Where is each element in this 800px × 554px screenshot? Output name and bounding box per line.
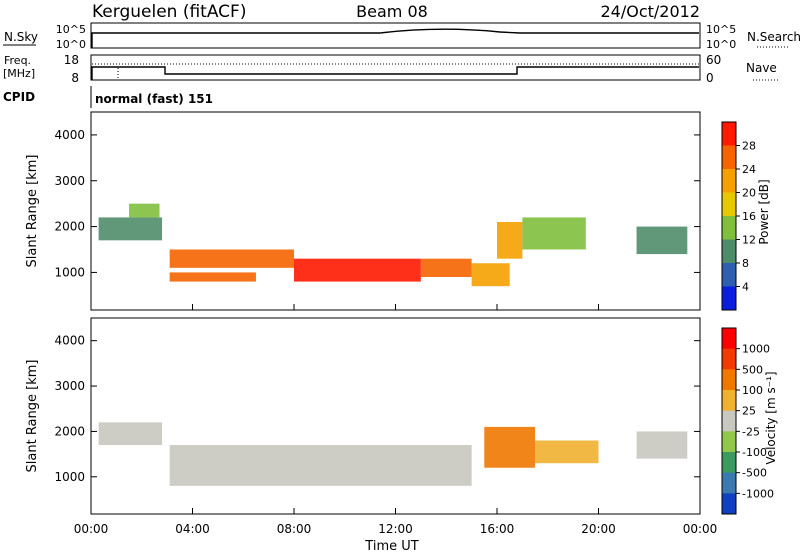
velocity-xtick-label: 20:00 (581, 522, 616, 536)
velocity-ylabel: Slant Range [km] (25, 360, 40, 473)
power-ytick-label: 3000 (54, 174, 85, 188)
power-panel: 1000 2000 3000 4000 Slant Range [km] 4 8 12 16… (25, 111, 771, 311)
velocity-ytick-label: 4000 (54, 334, 85, 348)
power-region (169, 249, 294, 268)
velocity-xtick-label: 12:00 (378, 522, 413, 536)
power-colorbar-swatch (722, 239, 736, 264)
velocity-region (636, 431, 688, 459)
velocity-colorbar-tick: 25 (742, 405, 756, 418)
beam-title: Beam 08 (356, 2, 428, 21)
freq-right-tick-top: 60 (706, 53, 721, 67)
noise-left-tick-bottom: 10^0 (56, 38, 86, 51)
velocity-xlabel: Time UT (364, 539, 418, 554)
power-region (497, 222, 523, 259)
velocity-ytick-label: 3000 (54, 379, 85, 393)
velocity-colorbar-tick: -100 (742, 446, 767, 459)
noise-left-tick-top: 10^5 (56, 23, 86, 36)
velocity-colorbar-swatch (722, 452, 736, 474)
power-colorbar-swatch (722, 263, 736, 287)
velocity-colorbar-swatch (722, 328, 736, 350)
velocity-region (535, 440, 599, 464)
noise-panel: N.Sky 10^5 10^0 10^5 10^0 N.Search (3, 22, 800, 51)
velocity-colorbar-swatch (722, 493, 736, 515)
freq-panel: Freq. [MHz] 18 8 60 0 Nave (3, 53, 780, 85)
velocity-colorbar-tick: -1000 (742, 487, 774, 500)
power-ytick-label: 4000 (54, 128, 85, 142)
power-region (129, 203, 160, 218)
power-ytick-label: 2000 (54, 220, 85, 234)
station-title: Kerguelen (fitACF) (92, 2, 246, 22)
noise-sky-trace (91, 28, 699, 48)
velocity-colorbar-label: Velocity [m s⁻¹] (764, 371, 778, 464)
velocity-colorbar-swatch (722, 348, 736, 370)
power-colorbar-swatch (722, 286, 736, 311)
velocity-xtick-label: 04:00 (175, 522, 210, 536)
velocity-colorbar-swatch (722, 431, 736, 453)
power-colorbar-swatch (722, 216, 736, 240)
power-colorbar-tick: 8 (742, 257, 749, 270)
power-region (294, 258, 421, 282)
power-colorbar-tick: 16 (742, 210, 756, 223)
velocity-ytick-label: 2000 (54, 424, 85, 438)
freq-label: Freq. (4, 54, 31, 67)
power-colorbar-tick: 24 (742, 163, 756, 176)
velocity-colorbar-swatch (722, 390, 736, 412)
freq-left-tick-top: 18 (64, 53, 79, 67)
velocity-colorbar-tick: -500 (742, 467, 767, 480)
velocity-colorbar-swatch (722, 410, 736, 432)
velocity-xtick-label: 00:00 (683, 522, 718, 536)
velocity-panel: 1000 2000 3000 4000 00:00 04:00 08:00 12:00 16:… (25, 304, 778, 554)
velocity-region (484, 426, 536, 468)
power-region (522, 217, 586, 250)
cpid-label: CPID (3, 90, 35, 104)
noise-search-label: N.Search (747, 30, 800, 44)
power-colorbar-swatch (722, 169, 736, 193)
power-region (420, 258, 472, 277)
noise-sky-label: N.Sky (4, 30, 38, 44)
velocity-colorbar-swatch (722, 369, 736, 391)
power-region (169, 272, 256, 282)
power-region (98, 217, 163, 241)
power-colorbar-label: Power [dB] (757, 179, 771, 244)
freq-right-tick-bottom: 0 (706, 71, 714, 85)
power-colorbar-tick: 12 (742, 234, 756, 247)
velocity-xtick-label: 08:00 (277, 522, 312, 536)
power-colorbar-swatch (722, 192, 736, 217)
date-title: 24/Oct/2012 (600, 2, 700, 21)
power-region (471, 263, 510, 287)
noise-right-tick-bottom: 10^0 (706, 38, 736, 51)
power-ytick-label: 1000 (54, 265, 85, 279)
velocity-xtick-label: 00:00 (74, 522, 109, 536)
power-colorbar-swatch (722, 145, 736, 170)
velocity-region (169, 445, 472, 486)
freq-unit-label: [MHz] (3, 67, 35, 80)
cpid-value: normal (fast) 151 (95, 92, 213, 106)
power-colorbar-swatch (722, 122, 736, 146)
velocity-xtick-label: 16:00 (480, 522, 515, 536)
freq-left-tick-bottom: 8 (71, 71, 79, 85)
velocity-region (98, 422, 163, 446)
velocity-colorbar-tick: -25 (742, 425, 760, 438)
power-ylabel: Slant Range [km] (25, 155, 40, 268)
freq-trace (91, 66, 699, 80)
velocity-colorbar-tick: 1000 (742, 343, 770, 356)
power-colorbar-tick: 4 (742, 281, 749, 294)
velocity-colorbar-tick: 500 (742, 363, 763, 376)
power-region (636, 226, 688, 255)
nave-label: Nave (746, 61, 777, 75)
power-colorbar-tick: 20 (742, 187, 756, 200)
power-colorbar-tick: 28 (742, 140, 756, 153)
velocity-colorbar-swatch (722, 472, 736, 494)
velocity-colorbar-tick: 100 (742, 384, 763, 397)
noise-right-tick-top: 10^5 (706, 23, 736, 36)
velocity-ytick-label: 1000 (54, 470, 85, 484)
